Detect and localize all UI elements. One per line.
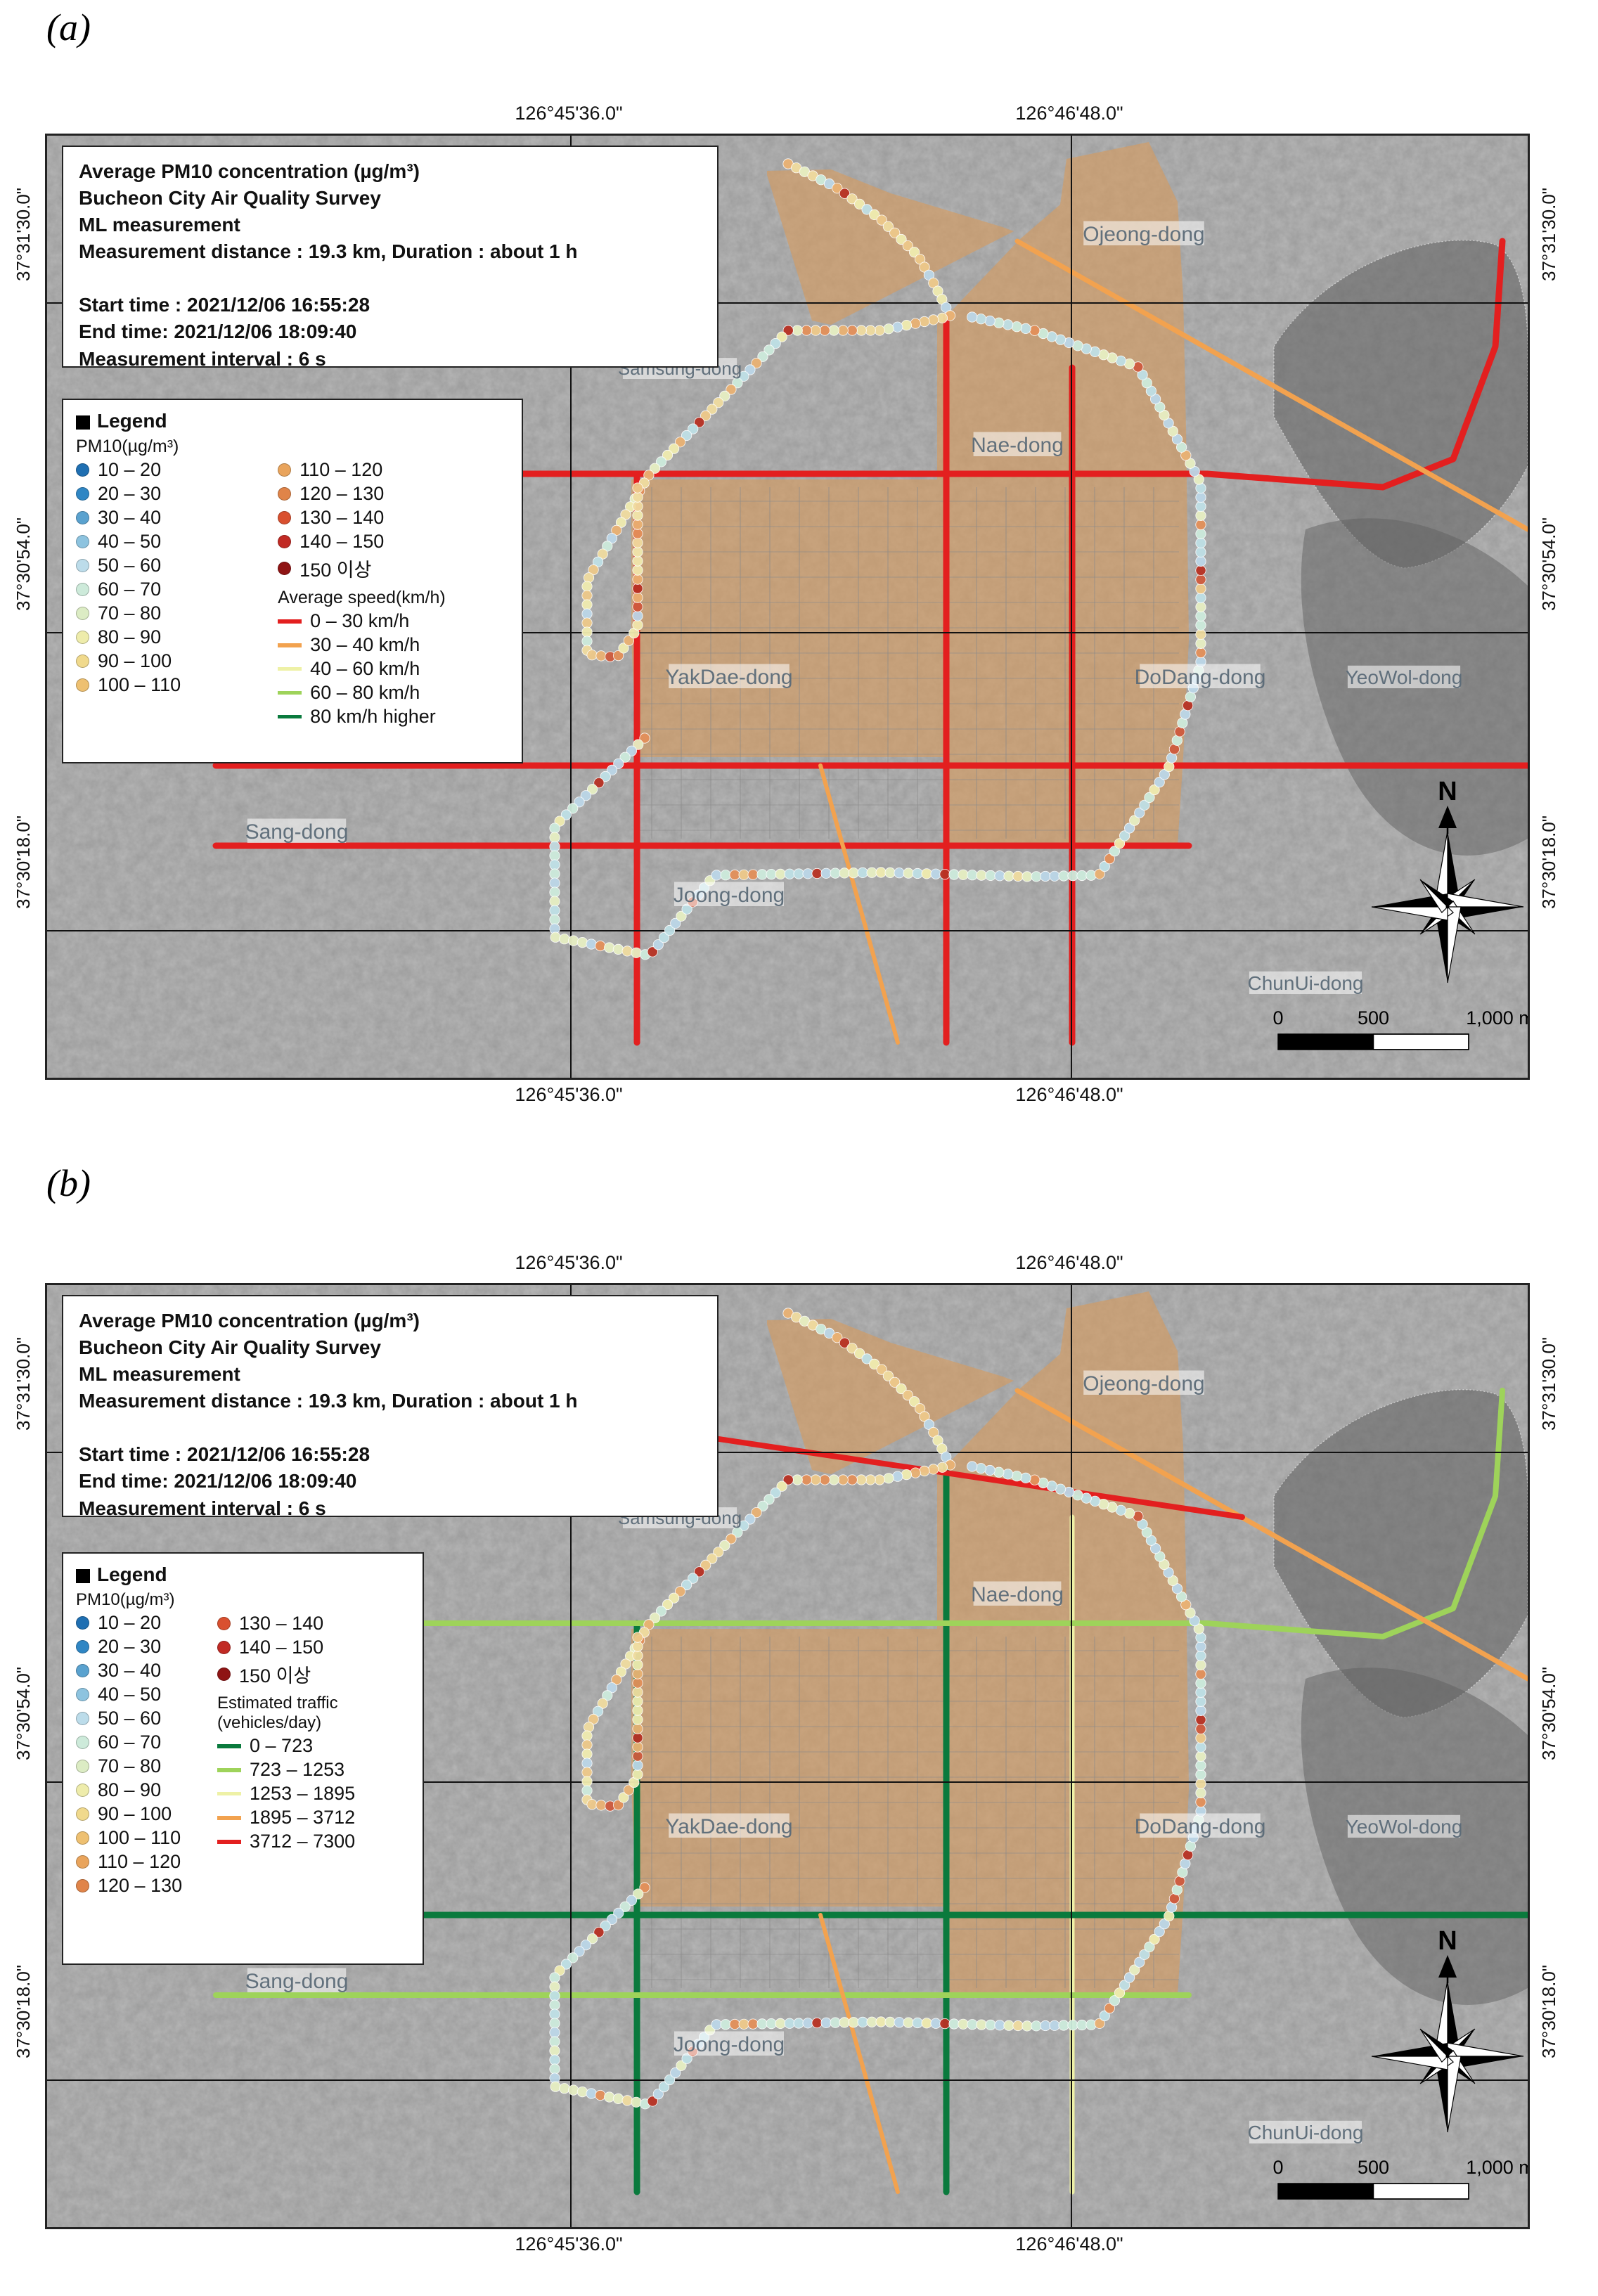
svg-text:Sang-dong: Sang-dong (245, 1970, 349, 1993)
svg-text:1,000 m: 1,000 m (1466, 1007, 1528, 1028)
svg-text:Nae-dong: Nae-dong (971, 434, 1064, 457)
svg-text:YeoWol-dong: YeoWol-dong (1346, 1816, 1463, 1838)
svg-text:YeoWol-dong: YeoWol-dong (1346, 666, 1463, 688)
svg-text:500: 500 (1358, 1007, 1389, 1028)
svg-text:DoDang-dong: DoDang-dong (1135, 1815, 1266, 1838)
svg-text:YakDae-dong: YakDae-dong (665, 1815, 792, 1838)
svg-text:Ojeong-dong: Ojeong-dong (1083, 223, 1204, 246)
svg-text:500: 500 (1358, 2157, 1389, 2178)
svg-text:DoDang-dong: DoDang-dong (1135, 666, 1266, 689)
svg-text:N: N (1438, 777, 1457, 806)
svg-text:Ojeong-dong: Ojeong-dong (1083, 1372, 1204, 1395)
svg-text:ChunUi-dong: ChunUi-dong (1248, 2122, 1364, 2143)
svg-text:Joong-dong: Joong-dong (674, 884, 785, 907)
svg-text:0: 0 (1272, 1007, 1283, 1028)
svg-text:ChunUi-dong: ChunUi-dong (1248, 972, 1364, 994)
svg-text:Nae-dong: Nae-dong (971, 1583, 1064, 1606)
svg-text:N: N (1438, 1926, 1457, 1956)
svg-text:YakDae-dong: YakDae-dong (665, 666, 792, 689)
svg-text:Joong-dong: Joong-dong (674, 2033, 785, 2056)
svg-text:0: 0 (1272, 2157, 1283, 2178)
svg-text:1,000 m: 1,000 m (1466, 2157, 1528, 2178)
svg-text:Sang-dong: Sang-dong (245, 820, 349, 844)
